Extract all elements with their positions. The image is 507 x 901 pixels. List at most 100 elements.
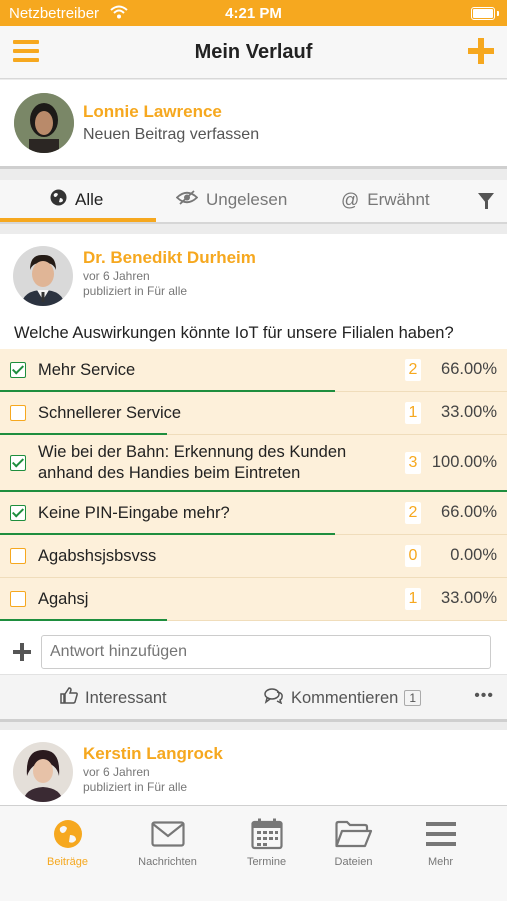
filter-funnel-icon[interactable] [478, 193, 494, 209]
avatar[interactable] [13, 246, 73, 306]
poll-option[interactable]: Mehr Service 2 66.00% [0, 349, 507, 392]
vote-percent: 66.00% [441, 503, 497, 521]
globe-icon [17, 814, 118, 854]
vote-share-bar [0, 390, 335, 392]
vote-count: 0 [405, 545, 421, 567]
page-title: Mein Verlauf [194, 41, 313, 63]
checkbox-icon[interactable] [10, 405, 26, 421]
checked-checkbox-icon[interactable] [10, 505, 26, 521]
poll-option[interactable]: Agabshsjsbsvss 0 0.00% [0, 535, 507, 578]
hamburger-menu-icon[interactable] [13, 40, 39, 62]
battery-tip [497, 11, 499, 16]
comment-count-badge: 1 [404, 690, 421, 706]
option-label: Wie bei der Bahn: Erkennung des Kunden a… [38, 443, 347, 482]
vote-count: 1 [405, 588, 421, 610]
vote-percent: 0.00% [450, 546, 497, 564]
tab-label: Beiträge [47, 856, 88, 868]
vote-percent: 33.00% [441, 589, 497, 607]
vote-count: 2 [405, 502, 421, 524]
like-button[interactable]: Interessant [60, 687, 167, 709]
comment-icon [264, 687, 284, 709]
poll-option[interactable]: Agahsj 1 33.00% [0, 578, 507, 621]
vote-count: 2 [405, 359, 421, 381]
battery-icon [471, 7, 495, 20]
post-published-in: publiziert in Für alle [83, 780, 188, 794]
menu-icon [390, 814, 491, 854]
answer-input[interactable] [41, 635, 491, 669]
vote-percent: 33.00% [441, 403, 497, 421]
post-preview: Kerstin Langrock vor 6 Jahren publiziert… [0, 730, 507, 810]
option-label: Schnellerer Service [38, 404, 182, 422]
add-post-button[interactable] [468, 38, 494, 64]
tab-label: Mehr [427, 856, 454, 868]
thumbs-up-icon [60, 687, 78, 709]
checked-checkbox-icon[interactable] [10, 362, 26, 378]
post-author[interactable]: Kerstin Langrock [83, 744, 223, 763]
avatar[interactable] [13, 742, 73, 802]
clock: 4:21 PM [225, 5, 282, 22]
poll-option[interactable]: Wie bei der Bahn: Erkennung des Kunden a… [0, 435, 507, 492]
tab-messages[interactable]: Nachrichten [117, 814, 218, 868]
option-label: Agabshsjsbsvss [38, 547, 157, 565]
like-label: Interessant [85, 688, 167, 707]
poll-option[interactable]: Schnellerer Service 1 33.00% [0, 392, 507, 435]
tab-calendar[interactable]: Termine [216, 814, 317, 868]
checkbox-icon[interactable] [10, 548, 26, 564]
vote-percent: 100.00% [431, 453, 497, 471]
plus-icon [468, 38, 494, 64]
poll-question: Welche Auswirkungen könnte IoT für unser… [14, 324, 454, 342]
vote-percent: 66.00% [441, 360, 497, 378]
wifi-icon [110, 4, 128, 24]
vote-share-bar [0, 490, 507, 492]
option-label: Mehr Service [38, 361, 136, 379]
option-label: Agahsj [38, 590, 89, 608]
add-answer-plus-icon[interactable] [13, 643, 31, 661]
tab-files[interactable]: Dateien [303, 814, 404, 868]
post-age: vor 6 Jahren [83, 269, 150, 283]
filter-all[interactable]: Alle [50, 180, 103, 220]
filter-label: Alle [75, 190, 104, 209]
filter-label: Ungelesen [206, 190, 288, 209]
carrier-label: Netzbetreiber [9, 5, 100, 22]
poll-post: Dr. Benedikt Durheim vor 6 Jahren publiz… [0, 234, 507, 722]
post-age: vor 6 Jahren [83, 765, 150, 779]
vote-share-bar [0, 619, 167, 621]
answer-row [0, 626, 507, 678]
tab-label: Nachrichten [138, 856, 197, 868]
eye-slash-icon [175, 189, 199, 211]
post-actions: Interessant Kommentieren 1 ••• [0, 674, 507, 722]
filter-unread[interactable]: Ungelesen [175, 180, 288, 220]
folder-icon [303, 814, 404, 854]
more-options-icon[interactable]: ••• [474, 687, 494, 704]
vote-count: 3 [405, 452, 421, 474]
active-filter-indicator [0, 218, 156, 222]
post-author[interactable]: Dr. Benedikt Durheim [83, 248, 256, 267]
status-bar: Netzbetreiber 4:21 PM [0, 0, 507, 26]
checked-checkbox-icon[interactable] [10, 455, 26, 471]
post-published-in: publiziert in Für alle [83, 284, 188, 298]
comment-button[interactable]: Kommentieren 1 [264, 687, 421, 709]
composer-user-name: Lonnie Lawrence [83, 102, 222, 121]
calendar-icon [216, 814, 317, 854]
composer-prompt[interactable]: Neuen Beitrag verfassen [83, 126, 260, 143]
filter-mentioned[interactable]: @ Erwähnt [341, 180, 430, 220]
nav-bar: Mein Verlauf [0, 26, 507, 79]
globe-icon [50, 189, 67, 211]
tab-label: Termine [246, 856, 287, 868]
post-composer[interactable]: Lonnie Lawrence Neuen Beitrag verfassen [0, 80, 507, 169]
comment-label: Kommentieren [291, 688, 399, 707]
poll-option[interactable]: Keine PIN-Eingabe mehr? 2 66.00% [0, 492, 507, 535]
avatar [14, 93, 74, 153]
tab-more[interactable]: Mehr [390, 814, 491, 868]
at-icon: @ [341, 189, 360, 210]
filter-bar: Alle Ungelesen @ Erwähnt [0, 180, 507, 224]
tab-posts[interactable]: Beiträge [17, 814, 118, 868]
envelope-icon [117, 814, 218, 854]
tab-bar: Beiträge Nachrichten Termine Dateien Meh… [0, 805, 507, 901]
option-label: Keine PIN-Eingabe mehr? [38, 504, 230, 522]
checkbox-icon[interactable] [10, 591, 26, 607]
tab-label: Dateien [334, 856, 373, 868]
vote-share-bar [0, 433, 167, 435]
filter-label: Erwähnt [367, 190, 430, 209]
vote-count: 1 [405, 402, 421, 424]
